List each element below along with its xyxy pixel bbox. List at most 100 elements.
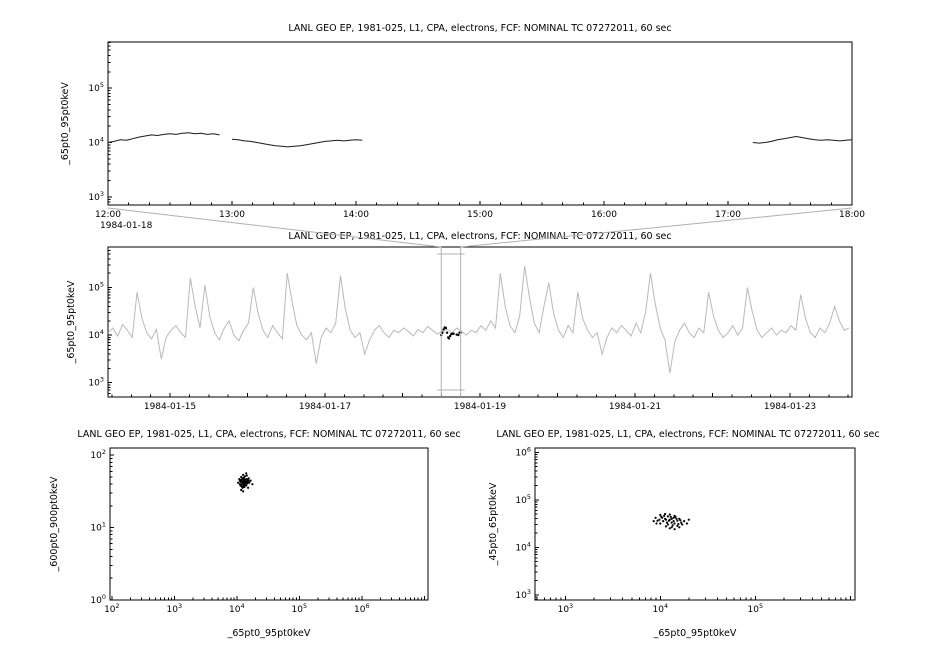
data-point <box>673 528 676 531</box>
panel-top_timeseries: 12:00 13:00 14:00 15:00 16:00 17:00 18:00 1984-… <box>60 23 865 231</box>
data-point <box>685 522 689 525</box>
plot-frame-scatter_45_65[interactable] <box>534 447 856 601</box>
data-point <box>680 521 683 524</box>
plot-frame-context_timeseries[interactable] <box>107 246 853 398</box>
y-tick-label: 104 <box>515 540 531 553</box>
chart-title: LANL GEO EP, 1981-025, L1, CPA, electron… <box>288 23 671 34</box>
y-axis-label: _45pt0_65pt0keV <box>488 482 499 566</box>
data-point <box>242 473 245 476</box>
data-point <box>245 480 248 483</box>
data-point <box>656 519 659 522</box>
data-point <box>676 524 679 528</box>
data-point <box>247 477 250 480</box>
data-point <box>666 523 670 526</box>
data-point <box>444 326 448 330</box>
chart-title: LANL GEO EP, 1981-025, L1, CPA, electron… <box>288 231 671 242</box>
data-point <box>664 525 668 528</box>
data-point <box>660 515 663 519</box>
plot-frame-scatter_600_900[interactable] <box>109 447 429 601</box>
y-tick-label: 105 <box>515 493 531 506</box>
data-point <box>668 513 671 516</box>
data-point <box>677 522 680 526</box>
data-point <box>240 478 243 481</box>
zoom-connector-right <box>460 207 853 248</box>
data-point <box>674 515 677 519</box>
data-point <box>447 337 451 340</box>
data-point <box>245 474 248 477</box>
data-point <box>239 484 242 487</box>
data-point <box>659 522 662 525</box>
x-tick-label: 16:00 <box>591 210 617 220</box>
data-point <box>247 486 250 489</box>
series-electron-flux-65-95keV <box>107 132 220 143</box>
data-point <box>665 521 669 524</box>
x-tick-label: 105 <box>292 602 308 615</box>
series-flux-correlation-600-900 <box>237 472 254 493</box>
data-point <box>659 513 662 517</box>
panel-scatter_45_65: 103 104 105 103 104 105 106 LANL GEO EP, 1981-0… <box>488 429 880 639</box>
data-point <box>687 518 690 521</box>
y-tick-label: 101 <box>90 521 106 534</box>
x-tick-label: 1984-01-15 <box>144 402 196 412</box>
data-point <box>669 515 672 519</box>
y-tick-label: 102 <box>90 448 106 461</box>
x-tick-label: 15:00 <box>467 210 493 220</box>
series-electron-flux-65-95keV <box>231 138 363 148</box>
data-point <box>664 512 667 516</box>
data-point <box>668 527 671 530</box>
plot-frame-top_timeseries[interactable] <box>107 41 853 206</box>
panel-context_timeseries: 1984-01-15 1984-01-17 1984-01-19 1984-01-21… <box>66 231 853 412</box>
data-point <box>457 333 460 337</box>
x-tick-label: 18:00 <box>839 210 865 220</box>
y-axis-label: _600pt0_900pt0keV <box>49 476 60 572</box>
data-point <box>679 519 682 522</box>
data-point <box>670 517 673 520</box>
data-point <box>240 488 243 492</box>
data-point <box>672 516 675 519</box>
data-point <box>671 524 674 527</box>
data-point <box>683 520 686 523</box>
x-tick-label: 1984-01-23 <box>764 402 816 412</box>
data-point <box>245 484 248 487</box>
data-point <box>662 520 665 523</box>
y-tick-label: 103 <box>88 190 104 203</box>
data-point <box>442 328 445 331</box>
x-tick-label: 104 <box>229 602 245 615</box>
x-tick-label: 1984-01-21 <box>609 402 661 412</box>
data-point <box>245 472 248 475</box>
x-axis-label: _65pt0_95pt0keV <box>227 628 311 639</box>
x-tick-label: 1984-01-19 <box>454 402 507 412</box>
y-tick-label: 104 <box>88 328 104 341</box>
panel-scatter_600_900: 102 103 104 105 106 100 101 102 LANL GEO EP, 198… <box>49 429 461 639</box>
x-axis-label: _65pt0_95pt0keV <box>653 628 737 639</box>
series-electron-flux-65-95keV-context <box>107 265 850 374</box>
data-point <box>658 518 661 521</box>
data-point <box>449 334 452 338</box>
data-point <box>242 485 245 488</box>
data-point <box>242 490 245 493</box>
y-tick-label: 103 <box>88 376 104 389</box>
data-point <box>452 332 455 335</box>
x-tick-label: 106 <box>354 602 370 615</box>
data-point <box>666 515 670 518</box>
data-point <box>664 518 668 521</box>
data-point <box>243 479 246 482</box>
y-tick-label: 105 <box>88 81 104 94</box>
chart-title: LANL GEO EP, 1981-025, L1, CPA, electron… <box>496 429 879 440</box>
date-annotation: 1984-01-18 <box>100 221 153 231</box>
data-point <box>237 481 240 484</box>
data-point <box>678 526 681 529</box>
x-tick-label: 1984-01-17 <box>299 402 351 412</box>
data-point <box>654 516 657 519</box>
x-tick-label: 103 <box>167 602 183 615</box>
x-tick-label: 102 <box>104 602 120 615</box>
data-point <box>251 483 254 486</box>
y-axis-label: _65pt0_95pt0keV <box>60 82 71 166</box>
data-point <box>238 478 241 481</box>
data-point <box>249 479 252 482</box>
data-point <box>663 514 666 518</box>
data-point <box>243 475 246 478</box>
y-tick-label: 100 <box>90 593 106 606</box>
